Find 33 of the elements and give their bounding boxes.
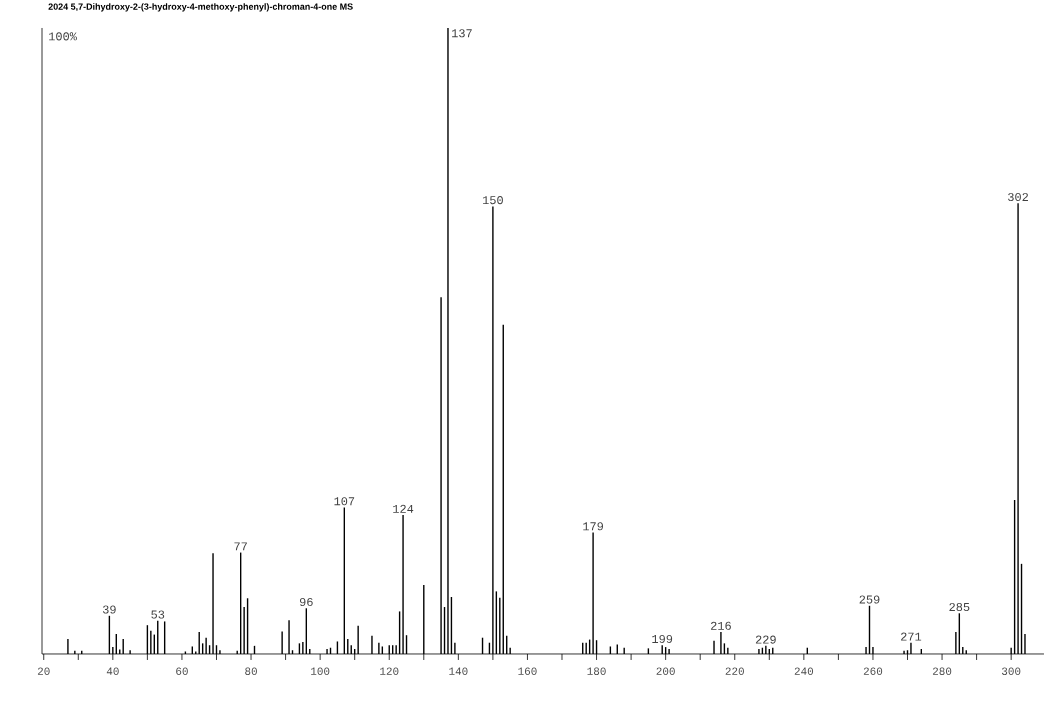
x-tick-label: 120 — [380, 667, 399, 675]
x-tick-label: 160 — [518, 667, 537, 675]
x-tick-label: 240 — [794, 667, 814, 675]
x-tick-label: 60 — [176, 667, 188, 675]
annotation: 100% — [49, 32, 77, 41]
annotation: 107 — [334, 497, 355, 506]
x-tick-label: 300 — [1001, 667, 1021, 675]
annotation: 302 — [1008, 192, 1028, 202]
annotation: 285 — [949, 602, 970, 612]
x-tick-label: 20 — [37, 667, 50, 675]
annotation: 77 — [234, 542, 247, 551]
x-tick-label: 140 — [449, 667, 468, 675]
annotation: 271 — [901, 632, 922, 641]
chart-title: 2024 5,7-Dihydroxy-2-(3-hydroxy-4-methoxy-phenyl)-chroman-4-one MS — [48, 3, 353, 12]
annotation: 39 — [102, 605, 116, 614]
x-tick-label: 100 — [311, 667, 330, 675]
annotation: 137 — [452, 29, 472, 38]
x-tick-label: 260 — [863, 667, 883, 675]
x-tick-label: 220 — [725, 667, 744, 675]
annotation: 150 — [482, 196, 503, 205]
annotation: 199 — [652, 634, 673, 644]
x-tick-label: 180 — [587, 667, 606, 675]
annotation: 216 — [711, 621, 731, 630]
x-tick-label: 80 — [245, 667, 257, 675]
annotation: 124 — [393, 504, 414, 513]
annotation: 229 — [755, 635, 776, 644]
annotation: 53 — [151, 610, 165, 619]
x-tick-label: 280 — [932, 667, 952, 675]
annotation: 179 — [583, 522, 604, 531]
annotation: 259 — [859, 595, 880, 604]
annotation: 96 — [299, 597, 313, 607]
x-tick-label: 200 — [656, 667, 675, 675]
x-tick-label: 40 — [106, 667, 119, 675]
